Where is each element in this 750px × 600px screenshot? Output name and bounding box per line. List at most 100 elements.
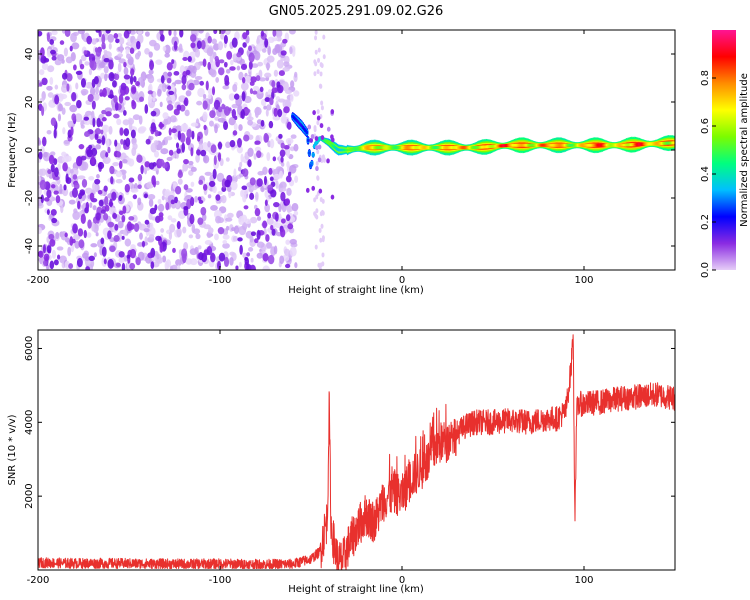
noise-blob <box>188 160 194 166</box>
noise-blob <box>71 42 80 50</box>
noise-blob <box>215 215 222 224</box>
noise-blob <box>251 186 258 191</box>
noise-blob <box>166 156 173 161</box>
noise-blob <box>279 255 285 265</box>
noise-blob <box>262 220 268 229</box>
noise-blob <box>116 151 122 158</box>
noise-blob <box>232 130 238 136</box>
noise-blob <box>211 38 217 45</box>
noise-blob <box>95 86 99 95</box>
ridge-cell <box>320 135 325 141</box>
noise-blob <box>239 229 246 236</box>
noise-blob <box>275 44 283 53</box>
noise-blob <box>285 239 291 245</box>
noise-blob <box>236 65 241 71</box>
x-tick-label: 0 <box>399 575 405 586</box>
noise-blob <box>88 176 95 181</box>
noise-blob <box>225 141 231 149</box>
noise-blob <box>275 30 283 38</box>
noise-blob <box>39 69 45 76</box>
y-tick-label: 40 <box>24 48 35 61</box>
noise-blob <box>99 92 105 97</box>
noise-blob <box>85 266 91 270</box>
noise-blob <box>81 252 89 259</box>
noise-blob <box>90 243 98 248</box>
noise-blob <box>240 63 248 70</box>
noise-blob <box>40 194 44 204</box>
noise-blob <box>219 30 226 35</box>
noise-blob <box>100 209 106 214</box>
noise-blob <box>118 37 125 45</box>
noise-blob <box>294 71 298 78</box>
noise-blob <box>279 149 286 158</box>
noise-blob <box>201 213 207 222</box>
noise-blob <box>61 151 67 157</box>
noise-blob <box>179 132 186 143</box>
noise-blob <box>78 144 85 150</box>
noise-blob <box>161 82 167 93</box>
noise-blob <box>77 200 81 210</box>
noise-blob <box>200 206 207 216</box>
noise-blob <box>202 184 208 191</box>
noise-blob <box>93 93 100 101</box>
noise-blob <box>139 96 145 102</box>
noise-blob <box>47 169 52 175</box>
noise-blob <box>41 136 47 147</box>
colorbar-label: Normalized spectral amplitude <box>739 73 750 227</box>
noise-blob <box>56 246 64 251</box>
noise-blob <box>242 192 247 203</box>
noise-blob <box>91 221 95 232</box>
noise-blob <box>122 159 128 164</box>
noise-blob <box>155 59 163 66</box>
noise-blob <box>218 67 225 76</box>
noise-blob <box>150 142 157 153</box>
ridge-cell <box>315 166 319 172</box>
noise-blob <box>208 227 214 234</box>
noise-blob <box>144 103 149 114</box>
noise-blob <box>241 185 248 191</box>
noise-blob <box>321 261 325 267</box>
noise-blob <box>256 37 260 45</box>
noise-blob <box>61 72 68 80</box>
noise-blob <box>313 71 317 77</box>
noise-blob <box>249 264 257 270</box>
colorbar-tick-label: 0.6 <box>700 118 711 134</box>
noise-blob <box>272 115 281 121</box>
noise-blob <box>148 198 154 207</box>
noise-blob <box>170 218 177 223</box>
snr-panel: -200 -100 0 100 2000 4000 6000 Height of stra… <box>7 329 676 595</box>
figure-title: GN05.2025.291.09.02.G26 <box>269 4 444 19</box>
ridge-core <box>309 164 313 168</box>
noise-blob <box>190 122 199 127</box>
noise-blob <box>145 138 151 145</box>
noise-blob <box>207 141 211 148</box>
noise-blob <box>124 238 132 247</box>
noise-blob <box>200 149 207 157</box>
noise-blob <box>46 85 53 91</box>
noise-blob <box>183 184 189 191</box>
noise-blob <box>80 155 87 161</box>
noise-blob <box>69 104 78 113</box>
colorbar-tick-label: 0.4 <box>700 166 711 182</box>
noise-blob <box>176 148 181 154</box>
noise-blob <box>42 244 46 254</box>
noise-blob <box>263 175 267 186</box>
noise-blob <box>50 208 57 216</box>
noise-blob <box>223 61 228 68</box>
noise-blob <box>174 79 182 85</box>
colorbar-gradient <box>712 30 736 270</box>
noise-blob <box>169 115 177 123</box>
noise-blob <box>280 218 286 224</box>
noise-blob <box>50 163 55 173</box>
noise-blob <box>210 69 217 78</box>
y-tick-label: 6000 <box>24 336 35 361</box>
noise-blob <box>207 35 212 44</box>
noise-blob <box>243 134 250 142</box>
noise-blob <box>48 154 55 165</box>
noise-blob <box>214 55 219 63</box>
noise-blob <box>92 117 96 128</box>
noise-blob <box>66 83 70 92</box>
noise-blob <box>68 263 74 270</box>
noise-blob <box>238 71 244 81</box>
noise-blob <box>148 234 155 239</box>
